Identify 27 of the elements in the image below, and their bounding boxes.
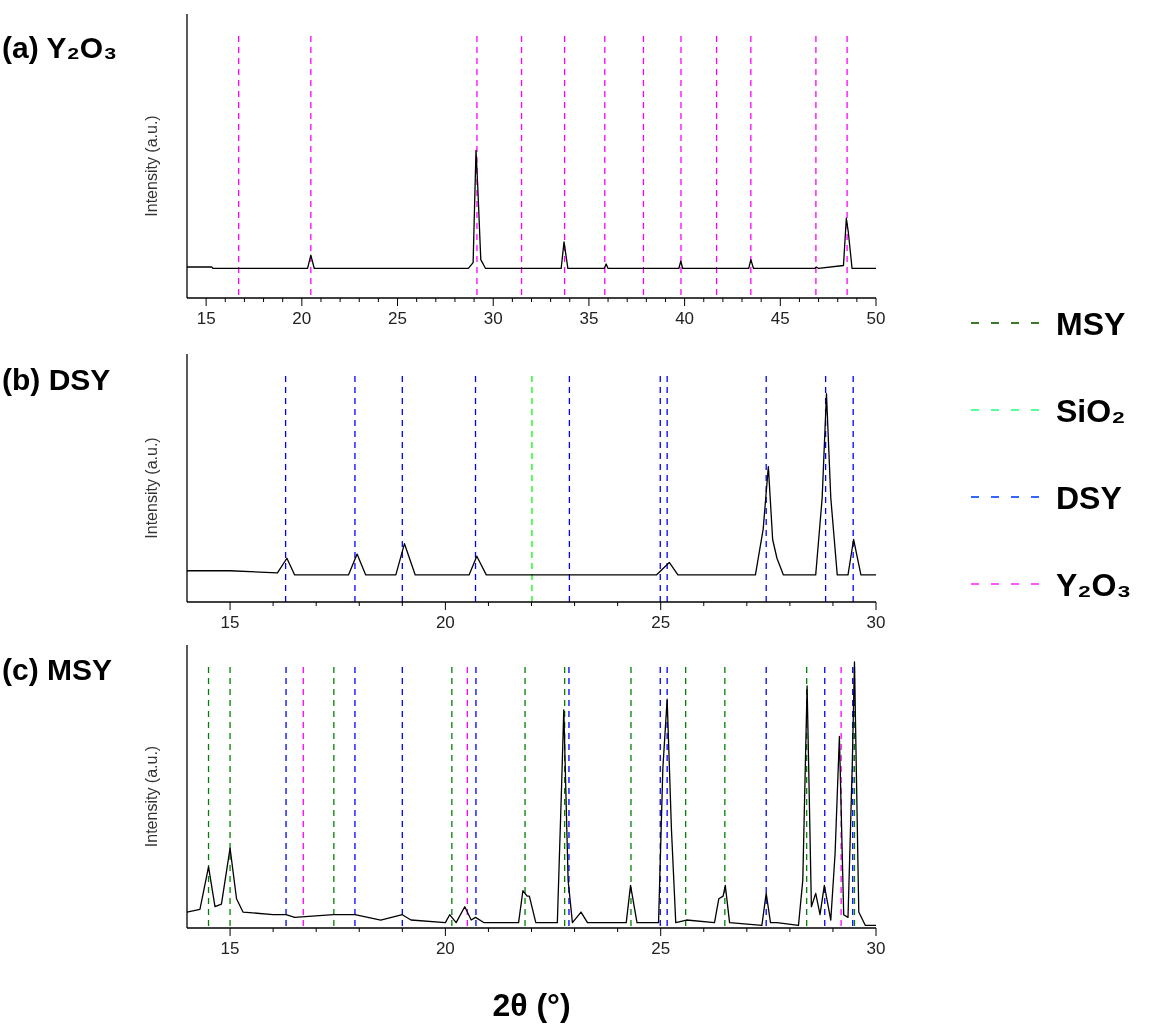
x-tick-label: 15	[220, 613, 240, 632]
x-tick-label: 40	[675, 309, 695, 328]
text: MSY	[1056, 306, 1126, 342]
chart-title: (a) Y₂O₃	[2, 31, 118, 64]
x-tick-label: 15	[196, 309, 216, 328]
y-axis-title: Intensity (a.u.)	[143, 745, 160, 848]
x-tick-label: 45	[770, 309, 790, 328]
x-tick-label: 35	[579, 309, 599, 328]
x-axis-title: 2θ (°)	[492, 987, 571, 1023]
x-tick-label: 25	[651, 613, 671, 632]
y-axis-title: Intensity (a.u.)	[143, 437, 160, 539]
x-tick-label: 20	[435, 939, 455, 958]
x-tick-label: 20	[292, 309, 312, 328]
x-tick-label: 15	[220, 939, 240, 958]
chart-title: (c) MSY	[2, 653, 113, 686]
x-tick-label: 30	[866, 939, 886, 958]
x-tick-label: 20	[435, 613, 455, 632]
x-tick-label: 30	[866, 613, 886, 632]
y-axis-title: Intensity (a.u.)	[143, 115, 160, 217]
x-tick-label: 30	[483, 309, 503, 328]
x-tick-label: 25	[388, 309, 407, 328]
text: SiO₂	[1056, 393, 1126, 429]
text: Y₂O₃	[1056, 567, 1132, 603]
text: DSY	[1056, 480, 1122, 516]
chart-title: (b) DSY	[2, 363, 111, 396]
x-tick-label: 50	[866, 309, 886, 328]
x-tick-label: 25	[651, 939, 671, 958]
